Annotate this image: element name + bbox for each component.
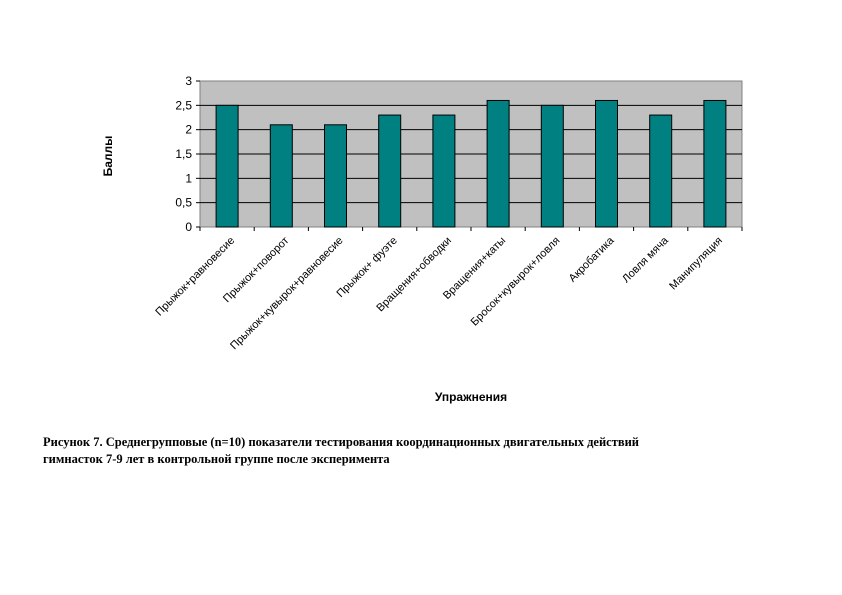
y-tick-label: 1: [185, 171, 192, 185]
y-axis-label: Баллы: [101, 136, 115, 177]
x-tick-label: Акробатика: [567, 234, 618, 285]
x-tick-label: Бросок+кувырок+ловля: [469, 235, 563, 329]
y-tick-label: 3: [185, 74, 192, 88]
x-axis-label: Упражнения: [435, 390, 507, 404]
caption-line-2: гимнасток 7-9 лет в контрольной группе п…: [43, 452, 390, 466]
x-tick-labels: Прыжок+равновесиеПрыжок+поворотПрыжок+ку…: [153, 227, 743, 353]
y-tick-label: 0: [185, 220, 192, 234]
bar: [215, 104, 239, 228]
y-tick-labels: 0 0,5 1 1,5 2 2,5 3: [175, 74, 200, 234]
x-tick-label: Ловля мяча: [620, 234, 671, 285]
bar-chart: 0 0,5 1 1,5 2 2,5 3 Прыжок+равновесиеПрыжок+по…: [101, 74, 743, 404]
bar: [486, 99, 510, 228]
bar: [324, 124, 347, 228]
bar: [432, 114, 456, 228]
y-tick-label: 2: [185, 123, 192, 137]
caption-line-1: Рисунок 7. Среднегрупповые (n=10) показа…: [43, 435, 639, 449]
bar: [703, 99, 727, 228]
figure-caption: Рисунок 7. Среднегрупповые (n=10) показа…: [43, 434, 763, 468]
y-tick-label: 0,5: [175, 196, 192, 210]
y-tick-label: 2,5: [175, 98, 192, 112]
x-tick-label: Прыжок+равновесие: [153, 235, 237, 319]
bar: [269, 124, 293, 228]
x-tick-label: Манипуляция: [667, 235, 725, 293]
x-tick-label: Прыжок+кувырок+равновесие: [228, 235, 346, 353]
bar: [595, 99, 618, 228]
y-tick-label: 1,5: [175, 147, 192, 161]
bar: [540, 104, 564, 228]
bar: [378, 114, 402, 228]
bar: [649, 114, 673, 228]
bars: [215, 99, 727, 228]
